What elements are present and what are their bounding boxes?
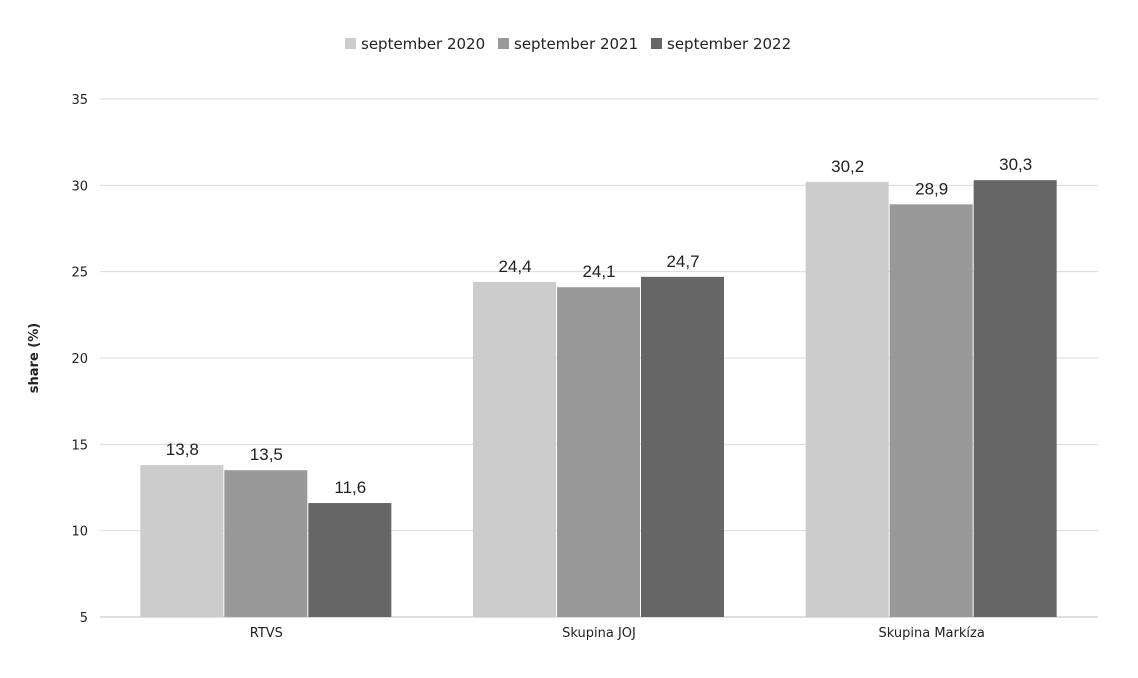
bar <box>308 503 392 617</box>
bar <box>889 204 973 617</box>
y-tick-label: 10 <box>71 525 88 540</box>
data-label: 30,2 <box>831 157 864 176</box>
y-axis-title: share (%) <box>27 323 42 393</box>
data-label: 24,1 <box>582 262 615 281</box>
data-label: 28,9 <box>915 179 948 198</box>
legend-label: september 2020 <box>361 35 485 53</box>
legend-swatch <box>498 38 509 49</box>
legend-swatch <box>345 38 356 49</box>
legend-label: september 2022 <box>667 35 791 53</box>
bar <box>805 181 889 617</box>
y-tick-label: 5 <box>80 611 88 626</box>
bar <box>140 465 224 617</box>
legend-swatch <box>651 38 662 49</box>
y-tick-label: 30 <box>71 179 88 194</box>
data-labels: 13,8 13,5 11,6 24,4 24,1 24,7 30,2 28,9 30,3 <box>166 155 1032 497</box>
data-label: 30,3 <box>999 155 1032 174</box>
legend: september 2020 september 2021 september 20… <box>345 35 791 53</box>
x-axis-categories: RTVS Skupina JOJ Skupina Markíza <box>250 626 985 641</box>
y-tick-label: 20 <box>71 352 88 367</box>
bar <box>224 470 308 617</box>
y-axis-ticks: 5 10 15 20 25 30 35 <box>71 93 88 626</box>
y-tick-label: 35 <box>71 93 88 108</box>
legend-label: september 2021 <box>514 35 638 53</box>
data-label: 13,8 <box>166 440 199 459</box>
data-label: 24,7 <box>666 252 699 271</box>
data-label: 13,5 <box>250 445 283 464</box>
bars <box>140 180 1057 618</box>
bar <box>973 180 1057 618</box>
data-label: 24,4 <box>498 257 531 276</box>
x-category-label: Skupina JOJ <box>562 626 636 641</box>
bar <box>641 276 724 617</box>
y-tick-label: 25 <box>71 266 88 281</box>
y-tick-label: 15 <box>71 438 88 453</box>
x-category-label: Skupina Markíza <box>879 626 985 641</box>
bar <box>557 287 640 617</box>
bar <box>473 282 556 617</box>
x-category-label: RTVS <box>250 626 283 641</box>
data-label: 11,6 <box>334 478 366 497</box>
